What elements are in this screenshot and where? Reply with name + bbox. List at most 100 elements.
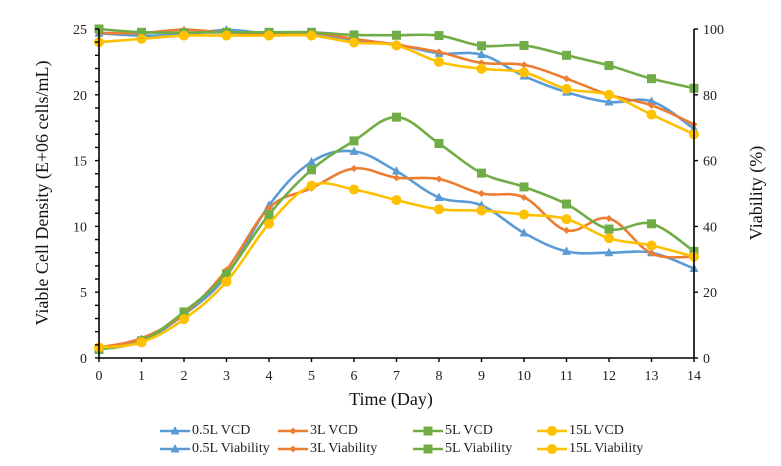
legend-label: 3L VCD (310, 423, 358, 438)
data-point-3l-vcd (435, 175, 443, 183)
data-point-3l-vcd (648, 249, 655, 257)
legend-item: 3L Viability (278, 441, 377, 457)
data-point-15l-vcd (264, 218, 274, 229)
data-point-5l-vcd (307, 165, 316, 175)
data-point-0-5l-vcd (434, 192, 444, 201)
data-point-15l-vcd (561, 214, 572, 225)
x-tick-label: 0 (96, 369, 103, 384)
data-point-5l-viability (562, 50, 571, 60)
data-point-5l-vcd (604, 224, 614, 234)
legend-marker-icon (547, 426, 557, 436)
data-point-0-5l-vcd (562, 246, 571, 255)
y2-tick-label: 40 (703, 220, 717, 235)
y2-tick-label: 80 (703, 89, 717, 104)
y2-tick-label: 100 (703, 23, 724, 38)
data-point-3l-vcd (393, 174, 400, 182)
legend-item: 3L VCD (278, 423, 358, 439)
data-point-3l-viability (648, 101, 655, 109)
data-point-15l-vcd (604, 233, 614, 244)
x-tick-label: 14 (687, 369, 701, 384)
data-point-5l-vcd (562, 199, 571, 209)
data-point-15l-vcd (306, 180, 317, 191)
data-point-15l-viability (646, 109, 657, 120)
x-tick-label: 13 (645, 369, 659, 384)
data-point-15l-vcd (179, 314, 189, 325)
data-point-0-5l-vcd (349, 146, 359, 155)
x-tick-label: 9 (478, 369, 485, 384)
legend-label: 5L VCD (445, 423, 493, 438)
x-tick-label: 6 (351, 369, 358, 384)
data-point-3l-viability (435, 48, 443, 56)
data-point-15l-vcd (349, 184, 359, 195)
legend-marker-icon (170, 426, 180, 435)
series-5l-vcd (94, 112, 699, 354)
data-point-15l-viability (519, 67, 529, 78)
data-point-5l-viability (392, 30, 401, 40)
legend-marker-icon (289, 427, 297, 435)
data-point-5l-viability (647, 74, 656, 84)
data-point-3l-vcd (520, 193, 528, 201)
legend-marker-icon (423, 426, 433, 436)
data-point-15l-viability (179, 30, 189, 41)
data-point-15l-vcd (391, 195, 402, 206)
legend-marker-icon (170, 444, 180, 453)
legend-marker-icon (547, 444, 557, 454)
legend-label: 15L VCD (569, 423, 624, 438)
legend-swatch-circle-icon (537, 426, 567, 436)
data-point-5l-vcd (264, 210, 274, 220)
data-point-15l-vcd (476, 205, 487, 216)
series-layer (94, 24, 699, 354)
legend-swatch-circle-icon (537, 444, 567, 454)
data-point-5l-viability (519, 40, 529, 50)
data-point-15l-viability (349, 37, 359, 48)
x-tick-label: 12 (602, 369, 616, 384)
x-tick-label: 2 (181, 369, 188, 384)
data-point-5l-vcd (222, 269, 231, 279)
series-15l-viability (94, 30, 699, 140)
x-tick-label: 3 (223, 369, 230, 384)
legend-item: 5L VCD (413, 423, 493, 439)
legend-swatch-square-icon (413, 426, 443, 436)
data-point-5l-vcd (519, 182, 529, 192)
data-point-15l-viability (391, 40, 402, 51)
data-point-5l-viability (137, 27, 146, 37)
legend-label: 3L Viability (310, 441, 378, 456)
data-point-5l-vcd (349, 136, 359, 146)
legend-item: 0.5L VCD (160, 423, 250, 439)
data-point-15l-viability (604, 89, 614, 100)
data-point-3l-vcd (265, 204, 273, 212)
x-axis-title: Time (Day) (349, 389, 433, 410)
data-point-0-5l-viability (647, 96, 656, 105)
series-line-15l-vcd (97, 181, 696, 349)
legend-swatch-triangle-icon (160, 444, 190, 453)
data-point-5l-vcd (392, 112, 401, 122)
data-point-3l-vcd (350, 164, 358, 172)
legend-item: 5L Viability (413, 441, 512, 457)
data-point-5l-vcd (434, 138, 444, 148)
y2-tick-label: 20 (703, 286, 717, 301)
data-point-15l-vcd (136, 337, 147, 348)
data-point-15l-viability (434, 56, 444, 67)
legend-label: 0.5L VCD (192, 423, 251, 438)
x-tick-label: 1 (138, 369, 145, 384)
x-tick-label: 11 (560, 369, 573, 384)
data-point-3l-vcd (478, 190, 485, 197)
legend-label: 15L Viability (569, 441, 644, 456)
data-point-0-5l-viability (604, 97, 614, 106)
data-point-15l-viability (306, 30, 317, 41)
data-point-15l-vcd (519, 209, 529, 220)
y-tick-label: 15 (73, 155, 87, 170)
data-point-0-5l-vcd (519, 227, 529, 237)
y2-tick-label: 0 (703, 352, 710, 367)
data-point-5l-vcd (179, 307, 189, 317)
legend-swatch-triangle-icon (160, 426, 190, 435)
legend-item: 15L VCD (537, 423, 624, 439)
series-15l-vcd (94, 180, 699, 353)
y2-tick-label: 60 (703, 155, 717, 170)
y-tick-label: 0 (80, 352, 87, 367)
data-point-15l-vcd (221, 276, 232, 287)
data-point-3l-viability (563, 75, 570, 83)
data-point-5l-vcd (647, 219, 656, 229)
